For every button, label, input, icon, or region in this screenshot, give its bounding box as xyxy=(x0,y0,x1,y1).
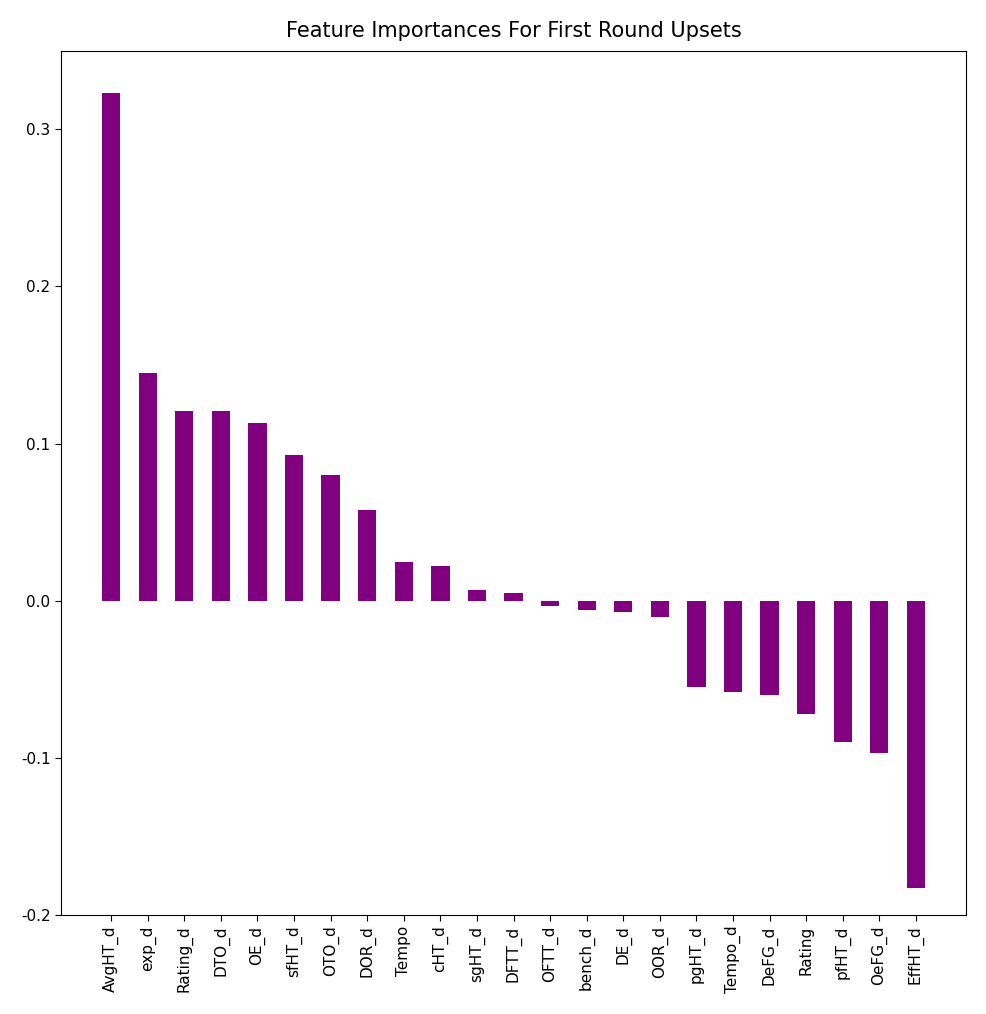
Bar xyxy=(577,601,596,610)
Bar xyxy=(321,476,339,601)
Bar xyxy=(431,566,449,601)
Bar xyxy=(906,601,924,888)
Bar xyxy=(686,601,705,687)
Title: Feature Importances For First Round Upsets: Feature Importances For First Round Upse… xyxy=(285,21,740,41)
Bar xyxy=(248,423,266,601)
Bar xyxy=(102,93,120,601)
Bar xyxy=(870,601,887,753)
Bar xyxy=(504,593,523,601)
Bar xyxy=(833,601,851,742)
Bar xyxy=(613,601,632,611)
Bar xyxy=(650,601,669,617)
Bar xyxy=(540,601,559,605)
Bar xyxy=(212,411,230,601)
Bar xyxy=(759,601,778,695)
Bar xyxy=(467,590,485,601)
Bar xyxy=(723,601,741,692)
Bar xyxy=(285,454,303,601)
Bar xyxy=(796,601,814,714)
Bar xyxy=(394,562,412,601)
Bar xyxy=(175,411,193,601)
Bar xyxy=(358,510,376,601)
Bar xyxy=(138,373,157,601)
